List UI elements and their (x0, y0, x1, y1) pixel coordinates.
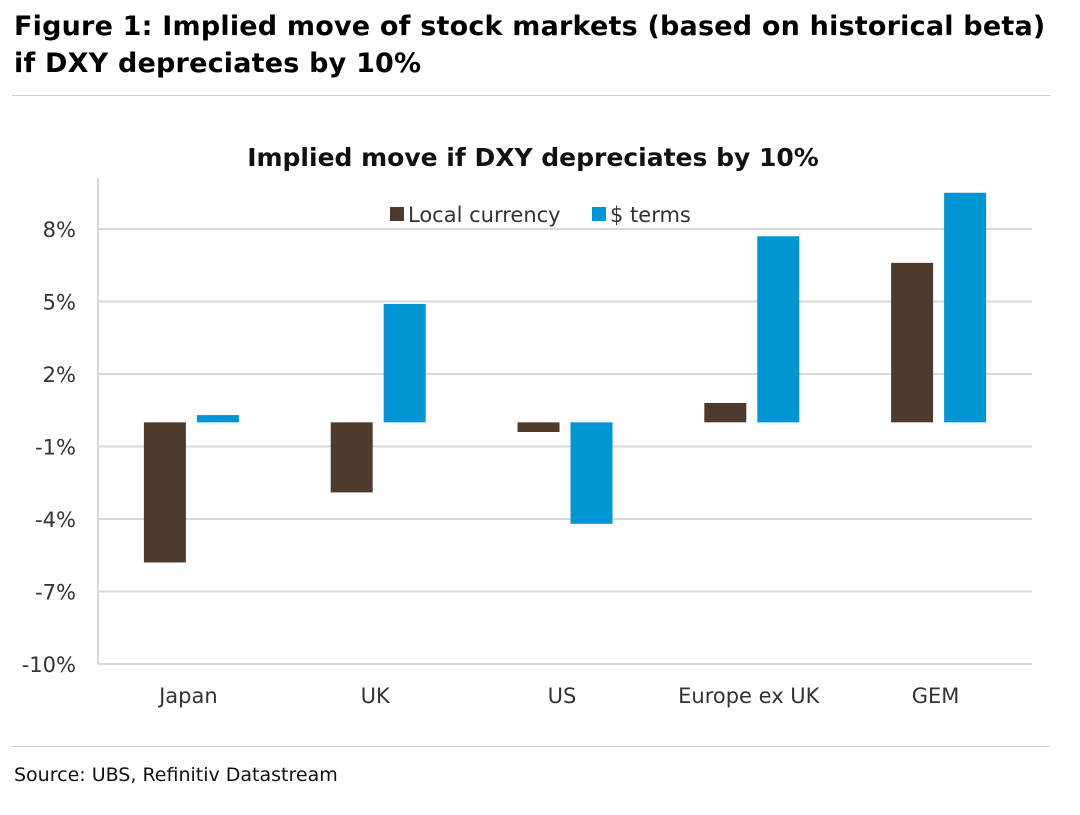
x-tick-label: Europe ex UK (678, 684, 821, 708)
bar-dollar-terms-europe-ex-uk (757, 236, 800, 423)
bar-local-currency-europe-ex-uk (704, 403, 747, 423)
bar-local-currency-uk (330, 422, 373, 493)
bar-dollar-terms-us (570, 422, 613, 524)
top-divider (12, 95, 1050, 96)
x-tick-label: Japan (157, 684, 218, 708)
legend-label-local-currency: Local currency (408, 203, 561, 227)
chart-title: Implied move if DXY depreciates by 10% (247, 143, 819, 172)
y-tick-label: -1% (35, 436, 76, 460)
y-tick-label: -7% (35, 581, 76, 605)
y-tick-label: 5% (43, 291, 76, 315)
x-tick-label: UK (361, 684, 391, 708)
y-tick-label: 2% (43, 363, 76, 387)
x-axis-tick-labels: Japan UK US Europe ex UK GEM (157, 684, 959, 708)
y-axis-tick-labels: 8% 5% 2% -1% -4% -7% -10% (22, 218, 76, 677)
bar-local-currency-us (517, 422, 560, 432)
y-tick-label: -10% (22, 653, 76, 677)
figure-title: Figure 1: Implied move of stock markets … (14, 11, 1046, 79)
bar-dollar-terms-japan (196, 415, 239, 423)
bar-dollar-terms-uk (383, 303, 426, 423)
bar-series (143, 192, 987, 563)
bar-local-currency-japan (143, 422, 186, 563)
x-tick-label: GEM (912, 684, 960, 708)
legend-swatch-dollar-terms (592, 207, 606, 221)
y-tick-label: -4% (35, 508, 76, 532)
gridlines (98, 228, 1032, 665)
y-tick-label: 8% (43, 218, 76, 242)
legend-label-dollar-terms: $ terms (610, 203, 691, 227)
legend-swatch-local-currency (390, 207, 404, 221)
legend: Local currency $ terms (390, 203, 691, 227)
source-note: Source: UBS, Refinitiv Datastream (14, 764, 338, 786)
x-tick-label: US (548, 684, 577, 708)
bottom-divider (12, 746, 1050, 747)
bar-dollar-terms-gem (944, 192, 987, 423)
bar-local-currency-gem (891, 262, 934, 423)
